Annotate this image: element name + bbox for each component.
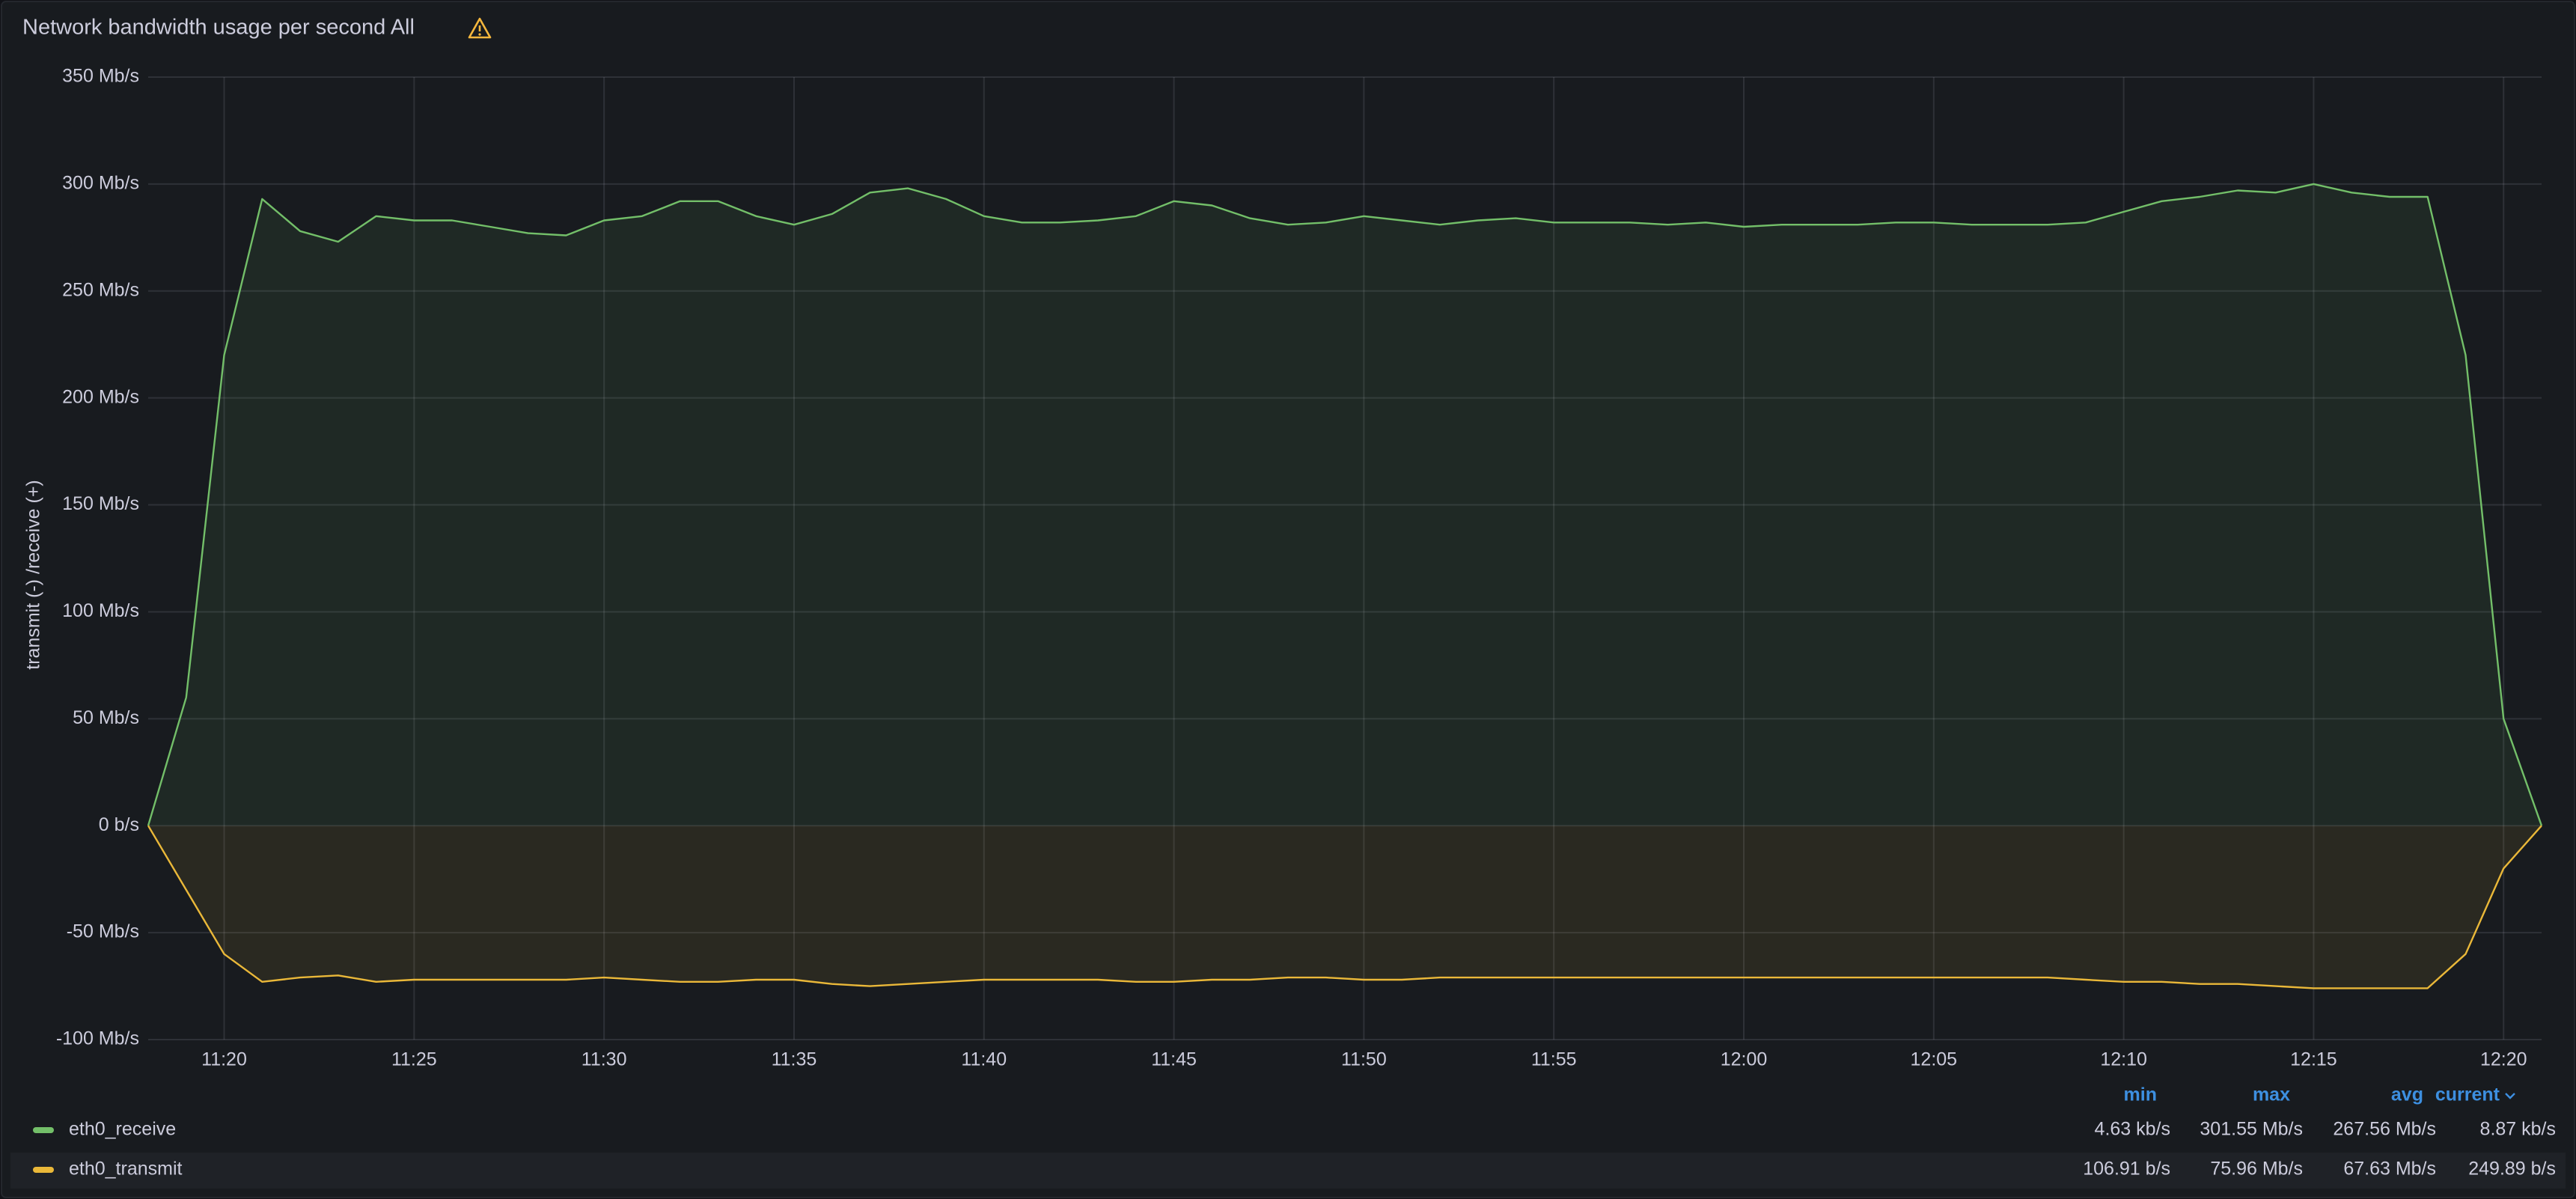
series-line	[147, 183, 2543, 826]
y-tick-label: 100 Mb/s	[62, 600, 139, 621]
legend-column-header[interactable]: avg	[2391, 1084, 2423, 1105]
y-tick-label: -100 Mb/s	[56, 1028, 139, 1049]
legend-swatch	[33, 1127, 54, 1133]
legend-column-header[interactable]: current	[2435, 1084, 2500, 1105]
y-tick-label: 250 Mb/s	[62, 279, 139, 300]
y-tick-label: -50 Mb/s	[67, 921, 139, 942]
legend-stat: 267.56 Mb/s	[2333, 1119, 2436, 1140]
y-tick-label: 50 Mb/s	[73, 707, 139, 728]
legend-stat: 4.63 kb/s	[2095, 1119, 2170, 1140]
x-tick-label: 11:50	[1341, 1049, 1387, 1070]
legend-stat: 301.55 Mb/s	[2200, 1119, 2303, 1140]
y-tick-label: 0 b/s	[99, 814, 139, 835]
x-tick-label: 11:40	[961, 1049, 1007, 1070]
legend-stat: 249.89 b/s	[2468, 1159, 2556, 1180]
legend-stat: 8.87 kb/s	[2480, 1119, 2556, 1140]
x-tick-label: 11:55	[1531, 1049, 1577, 1070]
x-tick-label: 12:00	[1721, 1049, 1768, 1070]
y-axis-label: transmit (-) /receive (+)	[23, 480, 44, 670]
y-tick-label: 200 Mb/s	[62, 386, 139, 407]
y-tick-label: 300 Mb/s	[62, 172, 139, 193]
x-tick-label: 12:05	[1911, 1049, 1958, 1070]
x-tick-label: 11:35	[772, 1049, 817, 1070]
legend-stat: 75.96 Mb/s	[2210, 1159, 2303, 1180]
legend-label[interactable]: eth0_receive	[69, 1119, 176, 1140]
panel-title[interactable]: Network bandwidth usage per second All	[22, 16, 415, 40]
series-line	[147, 825, 2542, 989]
area-fill	[148, 183, 2542, 826]
legend-stat: 67.63 Mb/s	[2343, 1159, 2436, 1180]
sort-chevron[interactable]	[2505, 1093, 2515, 1099]
x-tick-label: 12:10	[2100, 1049, 2147, 1070]
y-tick-label: 150 Mb/s	[62, 493, 139, 514]
legend-row-highlight	[10, 1153, 2566, 1189]
legend-swatch	[33, 1167, 54, 1173]
x-tick-label: 12:20	[2480, 1049, 2527, 1070]
warning-icon[interactable]	[468, 17, 492, 39]
legend-column-header[interactable]: min	[2124, 1084, 2157, 1105]
x-tick-label: 11:20	[201, 1049, 247, 1070]
x-tick-label: 11:25	[391, 1049, 437, 1070]
area-fill	[148, 826, 2542, 989]
y-tick-label: 350 Mb/s	[62, 66, 139, 87]
x-tick-label: 11:30	[582, 1049, 627, 1070]
legend-label[interactable]: eth0_transmit	[69, 1159, 183, 1180]
legend-column-header[interactable]: max	[2253, 1084, 2290, 1105]
x-tick-label: 12:15	[2290, 1049, 2337, 1070]
legend-stat: 106.91 b/s	[2083, 1159, 2170, 1180]
x-tick-label: 11:45	[1151, 1049, 1197, 1070]
